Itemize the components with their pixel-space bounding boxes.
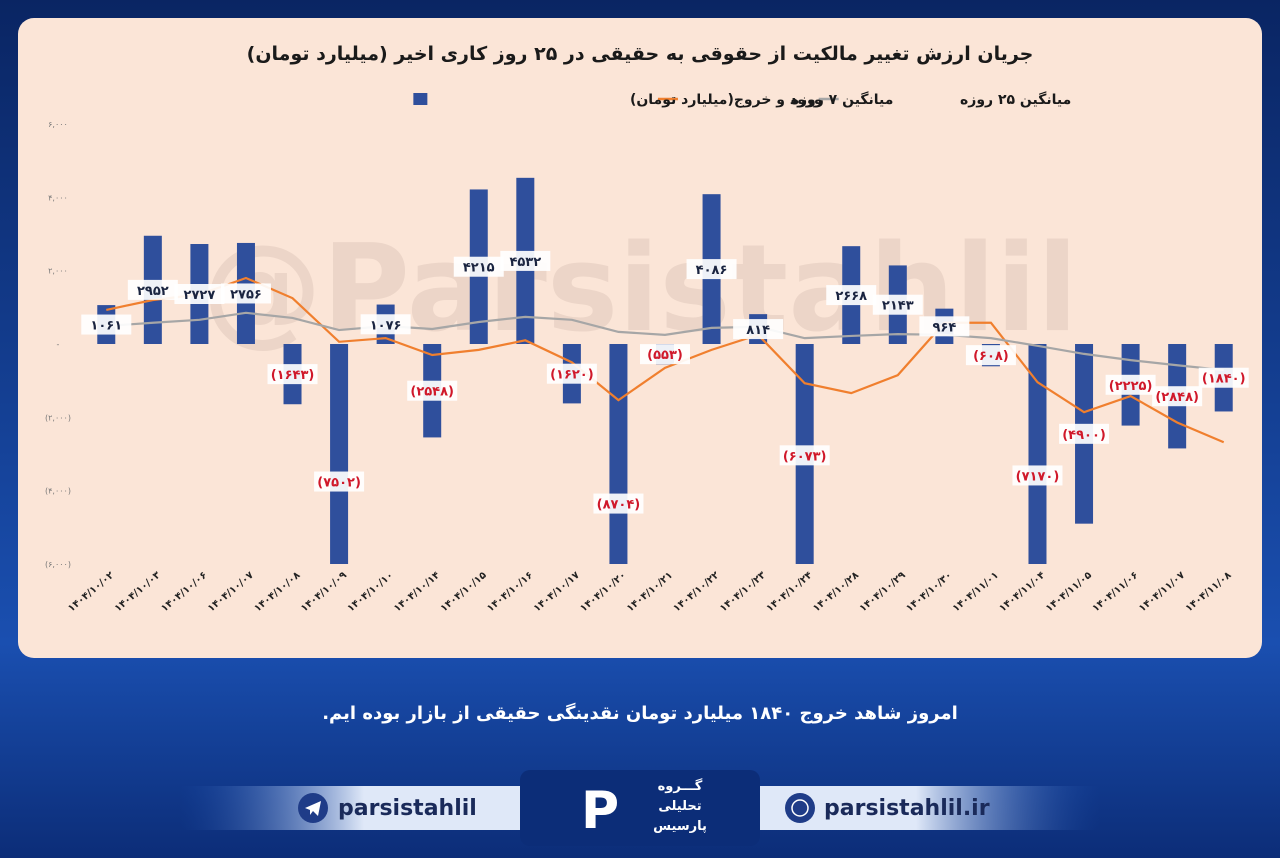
value-label-box <box>546 363 597 384</box>
line <box>106 276 1225 444</box>
value-label-box <box>1059 423 1110 444</box>
value-label-box <box>360 314 411 335</box>
line <box>106 311 1224 372</box>
value-label-box <box>593 493 644 514</box>
value-label-box <box>779 445 830 466</box>
value-label-box <box>314 471 365 492</box>
value-label-box <box>826 285 877 306</box>
logo-text: پارسیس <box>653 819 707 834</box>
legend-label: ورود و خروج(میلیارد تومان) <box>630 92 823 108</box>
value-label: (۸۷۰۴) <box>597 498 641 513</box>
value-label: (۱۸۴۰) <box>1202 372 1246 387</box>
value-label-box <box>407 380 458 401</box>
telegram-glyph <box>305 801 321 816</box>
value-label-box <box>174 284 225 305</box>
value-label: (۶۰۸) <box>973 349 1009 364</box>
value-label-box <box>1152 386 1203 407</box>
value-label: (۱۶۴۳) <box>271 368 315 383</box>
value-label: ۲۷۵۶ <box>230 287 262 302</box>
value-label: (۴۹۰۰) <box>1062 428 1106 443</box>
value-label: (۲۸۴۸) <box>1155 390 1199 405</box>
value-label: (۲۲۲۵) <box>1109 379 1153 394</box>
value-label: (۷۱۷۰) <box>1016 469 1060 484</box>
footer-message: امروز شاهد خروج ۱۸۴۰ میلیارد تومان نقدین… <box>322 702 958 724</box>
legend-label: میانگین ۷ روزه <box>791 91 894 108</box>
value-label-box <box>965 345 1016 366</box>
legend-label: میانگین ۲۵ روزه <box>960 91 1071 108</box>
y-tick-label: (۲,۰۰۰) <box>45 413 71 422</box>
value-label: ۱۰۷۶ <box>370 318 402 333</box>
value-label-box <box>81 314 132 335</box>
chart-title: جریان ارزش تغییر مالکیت از حقوقی به حقیق… <box>247 43 1034 65</box>
value-label: ۴۲۱۵ <box>463 261 495 276</box>
logo-mark: P <box>581 781 619 841</box>
web-glyph <box>791 799 809 817</box>
logo-text: گـــروه <box>658 778 703 794</box>
logo-text: تحلیلی <box>658 799 701 814</box>
y-tick-label: ۴,۰۰۰ <box>48 193 68 202</box>
value-label: (۶۰۷۳) <box>783 449 827 464</box>
value-label-box <box>267 364 318 385</box>
value-label-box <box>127 279 178 300</box>
value-label-box <box>640 344 690 365</box>
value-label: ۲۷۲۷ <box>184 288 216 303</box>
value-label: ۴۵۳۲ <box>509 255 541 270</box>
value-label: (۷۵۰۲) <box>317 476 361 491</box>
y-tick-label: ۶,۰۰۰ <box>48 120 68 129</box>
y-tick-label: ۲,۰۰۰ <box>48 267 68 276</box>
bar <box>1028 344 1047 564</box>
logo-box <box>520 770 760 846</box>
value-label: ۲۶۶۸ <box>835 289 867 304</box>
value-label-box <box>1105 374 1156 395</box>
value-label: ۲۱۴۳ <box>882 299 914 314</box>
value-label-box <box>733 319 784 340</box>
value-label-box <box>686 259 737 280</box>
value-label: ۸۱۴ <box>746 323 770 338</box>
value-label: ۹۶۴ <box>932 320 956 335</box>
website[interactable]: parsistahlil.ir <box>824 796 990 821</box>
bar <box>330 344 349 564</box>
bars <box>97 177 1233 564</box>
value-label-box <box>220 283 271 304</box>
y-tick-label: (۴,۰۰۰) <box>45 487 71 496</box>
value-label: (۱۶۲۰) <box>550 368 594 383</box>
value-label-box <box>453 256 504 277</box>
value-label: ۱۰۶۱ <box>90 319 122 334</box>
legend-swatch <box>413 93 428 105</box>
chart-panel <box>18 18 1262 658</box>
value-label: (۲۵۴۸) <box>410 385 454 400</box>
y-tick-label: (۶,۰۰۰) <box>45 560 71 569</box>
value-label: ۴۰۸۶ <box>696 263 728 278</box>
value-label: ۲۹۵۲ <box>137 284 169 299</box>
y-tick-label: - <box>57 340 60 349</box>
value-label-box <box>500 250 551 271</box>
web-icon <box>785 793 815 823</box>
value-label: (۵۵۳) <box>647 348 683 363</box>
telegram-handle[interactable]: parsistahlil <box>338 796 477 821</box>
value-label-box <box>919 316 970 337</box>
value-label-box <box>872 294 923 315</box>
value-label-box <box>1012 465 1063 486</box>
value-label-box <box>1198 367 1249 388</box>
